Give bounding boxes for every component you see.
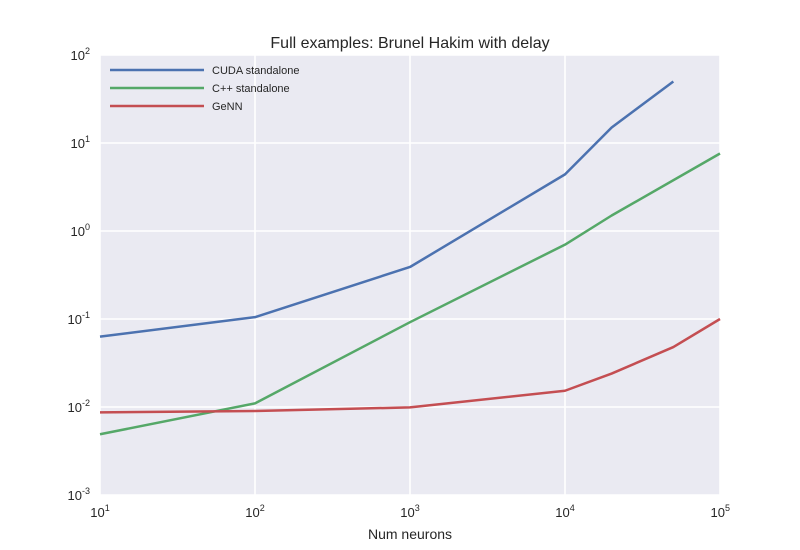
- legend: CUDA standalone C++ standalone GeNN: [110, 65, 299, 113]
- x-tick-label-0-base: 10: [90, 505, 104, 520]
- y-tick-label-4-exponent: 1: [85, 134, 90, 144]
- x-axis-label: Num neurons: [368, 526, 452, 542]
- x-tick-label-2-exponent: 3: [415, 503, 420, 513]
- x-tick-label-4-exponent: 5: [725, 503, 730, 513]
- grid-lines: [99, 54, 721, 496]
- y-tick-label-0-base: 10: [68, 488, 82, 503]
- x-tick-label-3-base: 10: [555, 505, 569, 520]
- x-tick-label-4: 105: [711, 503, 730, 520]
- x-tick-label-1-exponent: 2: [260, 503, 265, 513]
- y-tick-label-5-base: 10: [71, 48, 85, 63]
- x-tick-label-4-base: 10: [711, 505, 725, 520]
- y-tick-label-1: 10-2: [68, 398, 90, 415]
- y-tick-label-3-base: 10: [71, 224, 85, 239]
- series-line-0: [99, 80, 675, 338]
- y-tick-label-5: 102: [71, 46, 90, 63]
- x-tick-label-2: 103: [400, 503, 419, 520]
- y-tick-label-2: 10-1: [68, 310, 90, 327]
- series-lines: [99, 80, 721, 436]
- y-tick-label-3-exponent: 0: [85, 222, 90, 232]
- series-line-2: [99, 317, 721, 414]
- series-line-1: [99, 152, 721, 436]
- legend-label-0: CUDA standalone: [212, 65, 299, 77]
- y-tick-label-3: 100: [71, 222, 90, 239]
- x-tick-label-0-exponent: 1: [105, 503, 110, 513]
- y-tick-label-5-exponent: 2: [85, 46, 90, 56]
- x-tick-label-3-exponent: 4: [570, 503, 575, 513]
- chart-title: Full examples: Brunel Hakim with delay: [270, 35, 549, 52]
- x-tick-label-3: 104: [555, 503, 574, 520]
- legend-label-1: C++ standalone: [212, 83, 290, 95]
- y-tick-label-1-base: 10: [68, 400, 82, 415]
- x-tick-label-1: 102: [245, 503, 264, 520]
- legend-label-2: GeNN: [212, 101, 243, 113]
- x-tick-label-0: 101: [90, 503, 109, 520]
- y-tick-label-2-exponent: -1: [82, 310, 90, 320]
- y-tick-label-0-exponent: -3: [82, 486, 90, 496]
- y-tick-label-4-base: 10: [71, 136, 85, 151]
- x-tick-label-1-base: 10: [245, 505, 259, 520]
- x-tick-label-2-base: 10: [400, 505, 414, 520]
- x-axis-ticks: 101 102 103 104 105: [90, 503, 730, 520]
- y-tick-label-4: 101: [71, 134, 90, 151]
- y-tick-label-2-base: 10: [68, 312, 82, 327]
- y-tick-label-1-exponent: -2: [82, 398, 90, 408]
- y-tick-label-0: 10-3: [68, 486, 90, 503]
